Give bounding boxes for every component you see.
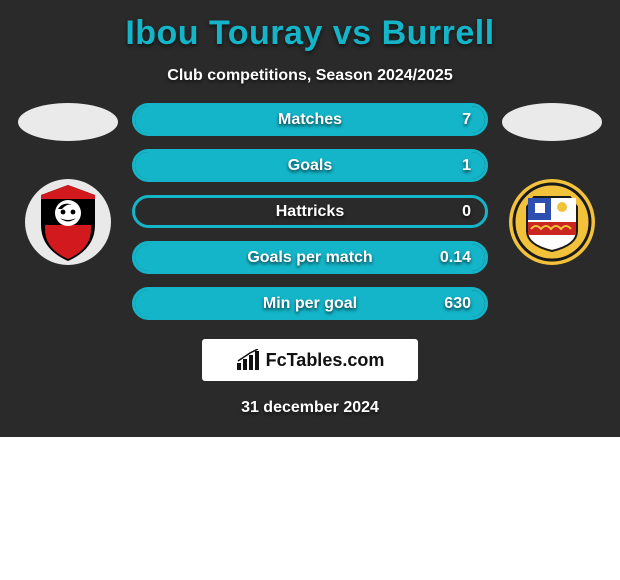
- right-player-placeholder: [502, 103, 602, 141]
- stat-row: Min per goal 630: [132, 287, 488, 320]
- harrogate-crest-icon: [509, 179, 595, 265]
- left-player-placeholder: [18, 103, 118, 141]
- stat-row: Goals per match 0.14: [132, 241, 488, 274]
- brand-text: FcTables.com: [266, 350, 385, 371]
- salford-shield-icon: [25, 179, 111, 265]
- comparison-card: Ibou Touray vs Burrell Club competitions…: [0, 0, 620, 437]
- stats-list: Matches 7 Goals 1 Hattricks 0 Goals per match 0…: [128, 103, 492, 333]
- stat-value-right: 0.14: [440, 249, 471, 267]
- stat-value-right: 630: [444, 295, 471, 313]
- left-side: [8, 103, 128, 265]
- stat-label: Matches: [278, 111, 342, 129]
- page-title: Ibou Touray vs Burrell: [0, 0, 620, 53]
- stat-row: Matches 7: [132, 103, 488, 136]
- right-club-crest: [509, 179, 595, 265]
- body-row: Matches 7 Goals 1 Hattricks 0 Goals per match 0…: [0, 103, 620, 333]
- stat-label: Goals: [288, 157, 332, 175]
- brand-box[interactable]: FcTables.com: [202, 339, 418, 381]
- stat-label: Goals per match: [247, 249, 372, 267]
- stat-row: Goals 1: [132, 149, 488, 182]
- stat-row: Hattricks 0: [132, 195, 488, 228]
- fctables-logo-icon: [236, 349, 260, 371]
- stat-value-right: 1: [462, 157, 471, 175]
- right-side: [492, 103, 612, 265]
- left-club-crest: [25, 179, 111, 265]
- stat-value-right: 0: [462, 203, 471, 221]
- subtitle: Club competitions, Season 2024/2025: [0, 67, 620, 85]
- stat-label: Min per goal: [263, 295, 357, 313]
- stat-label: Hattricks: [276, 203, 344, 221]
- date-line: 31 december 2024: [0, 399, 620, 417]
- stat-value-right: 7: [462, 111, 471, 129]
